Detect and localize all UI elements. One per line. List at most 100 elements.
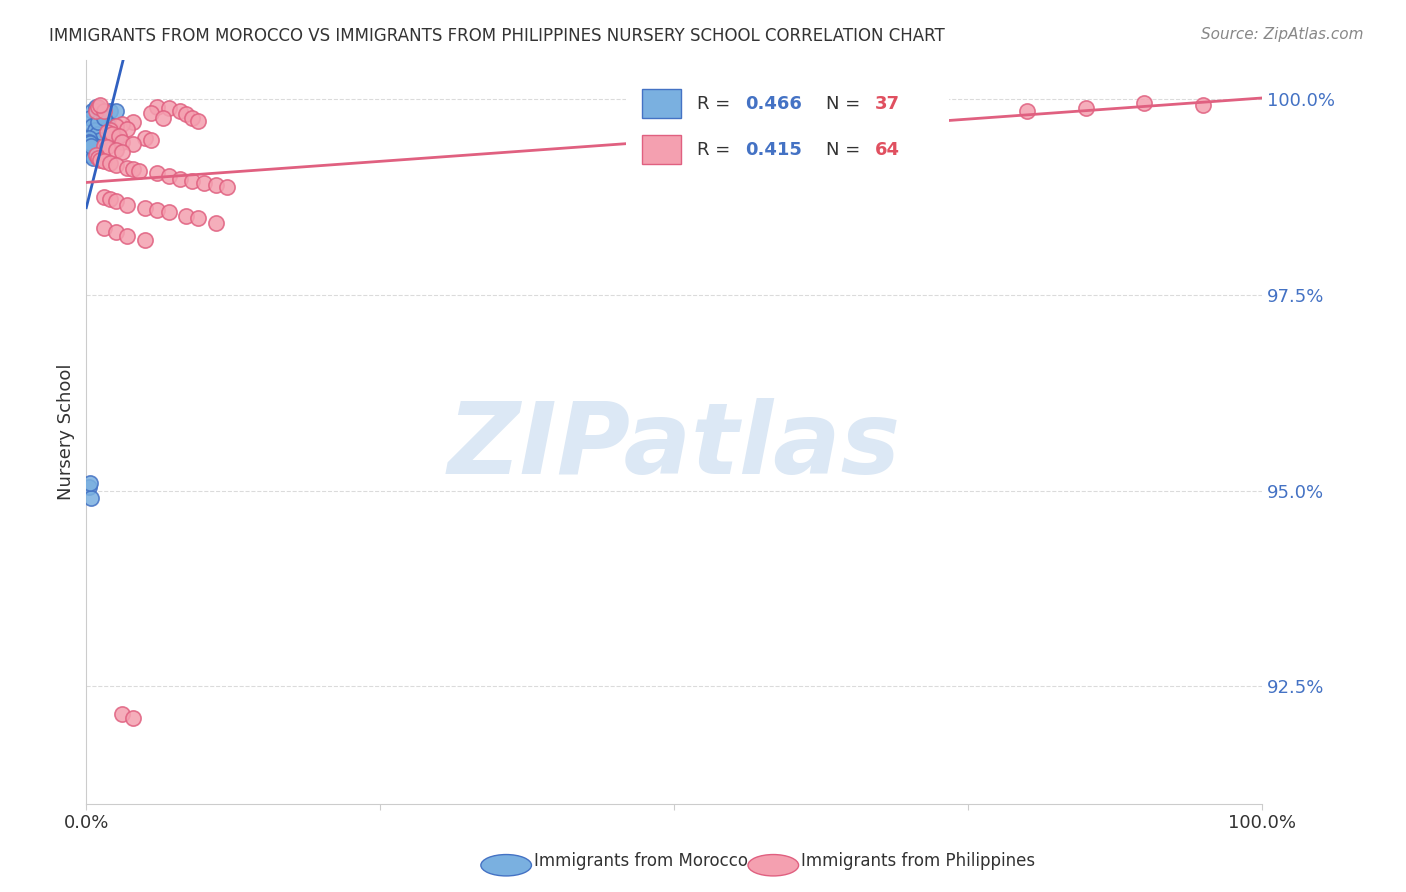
Morocco (84, 100, 107, 114)
Morocco (87, 115, 110, 129)
Text: N =: N = (827, 95, 866, 112)
Philippines (1133, 95, 1156, 110)
Philippines (98, 156, 121, 170)
Philippines (157, 205, 180, 219)
Philippines (104, 143, 127, 157)
Philippines (96, 125, 118, 139)
Philippines (134, 131, 156, 145)
Y-axis label: Nursery School: Nursery School (58, 364, 75, 500)
Philippines (122, 162, 145, 177)
Morocco (77, 480, 100, 494)
Morocco (80, 491, 103, 506)
Text: 37: 37 (875, 95, 900, 112)
Morocco (79, 143, 101, 157)
Text: Immigrants from Morocco: Immigrants from Morocco (534, 852, 748, 870)
Philippines (139, 132, 162, 146)
Philippines (169, 171, 191, 186)
Morocco (82, 119, 104, 133)
Morocco (98, 127, 121, 141)
Morocco (82, 151, 104, 165)
Philippines (110, 706, 132, 721)
Philippines (139, 106, 162, 120)
Morocco (93, 112, 115, 126)
Morocco (101, 123, 124, 137)
Text: Source: ZipAtlas.com: Source: ZipAtlas.com (1201, 27, 1364, 42)
Morocco (84, 115, 107, 129)
Morocco (77, 135, 100, 149)
Philippines (93, 154, 115, 169)
Morocco (82, 137, 104, 152)
Philippines (181, 174, 204, 188)
Morocco (104, 103, 127, 118)
Philippines (117, 228, 139, 243)
Philippines (187, 211, 209, 225)
Morocco (96, 115, 118, 129)
Philippines (122, 711, 145, 725)
Morocco (83, 123, 105, 137)
Philippines (204, 178, 226, 192)
Philippines (84, 148, 107, 162)
Circle shape (748, 855, 799, 876)
Morocco (79, 136, 101, 151)
Text: Immigrants from Philippines: Immigrants from Philippines (801, 852, 1036, 870)
Philippines (174, 210, 197, 224)
Philippines (93, 103, 115, 118)
Philippines (117, 197, 139, 211)
Philippines (1074, 101, 1097, 115)
Philippines (87, 151, 110, 165)
Philippines (217, 179, 239, 194)
Philippines (204, 216, 226, 230)
Morocco (96, 123, 118, 137)
Philippines (128, 164, 150, 178)
Philippines (146, 202, 169, 217)
Text: 0.466: 0.466 (745, 95, 803, 112)
Philippines (174, 107, 197, 121)
Morocco (104, 131, 127, 145)
Philippines (146, 166, 169, 180)
Morocco (79, 148, 101, 162)
Text: 64: 64 (875, 141, 900, 159)
Philippines (110, 135, 132, 149)
Philippines (89, 98, 111, 112)
Philippines (104, 194, 127, 208)
Philippines (101, 127, 124, 141)
Philippines (134, 233, 156, 247)
Text: ZIPatlas: ZIPatlas (447, 398, 901, 495)
Morocco (101, 127, 124, 141)
Philippines (122, 137, 145, 152)
Philippines (110, 117, 132, 131)
Morocco (79, 135, 101, 149)
Philippines (87, 100, 110, 114)
Philippines (104, 158, 127, 172)
Philippines (152, 112, 174, 126)
Philippines (104, 225, 127, 239)
Text: R =: R = (697, 141, 735, 159)
Philippines (117, 121, 139, 136)
Philippines (193, 177, 215, 191)
Philippines (93, 221, 115, 235)
Circle shape (481, 855, 531, 876)
Morocco (83, 138, 105, 153)
Philippines (110, 145, 132, 159)
Morocco (89, 107, 111, 121)
Philippines (187, 113, 209, 128)
Text: N =: N = (827, 141, 866, 159)
Bar (641, 89, 681, 118)
Philippines (84, 103, 107, 118)
Morocco (87, 140, 110, 154)
Philippines (98, 192, 121, 206)
Morocco (77, 131, 100, 145)
Philippines (1192, 98, 1215, 112)
Philippines (108, 129, 131, 144)
Philippines (104, 119, 127, 133)
Text: R =: R = (697, 95, 735, 112)
Philippines (93, 138, 115, 153)
Morocco (93, 123, 115, 137)
Philippines (93, 190, 115, 204)
Philippines (134, 202, 156, 216)
Morocco (93, 112, 115, 126)
Morocco (82, 103, 104, 118)
Morocco (98, 103, 121, 118)
Philippines (146, 100, 169, 114)
Morocco (79, 475, 101, 490)
